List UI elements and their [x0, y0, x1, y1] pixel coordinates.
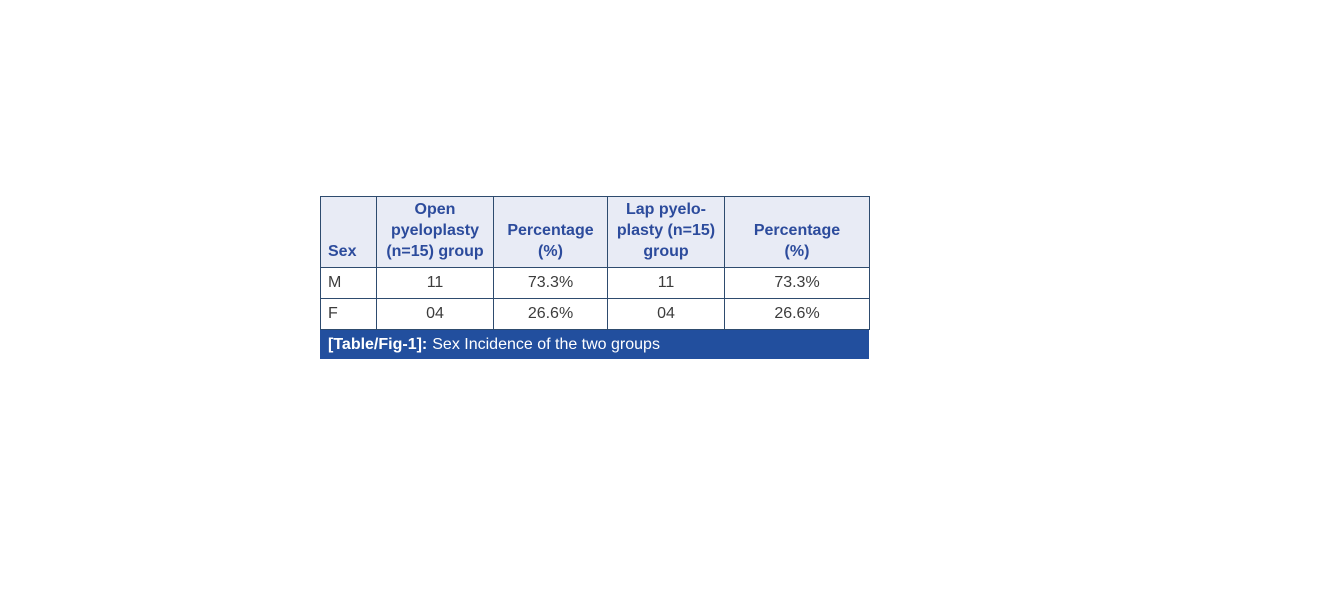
- table-caption-text: Sex Incidence of the two groups: [432, 335, 660, 353]
- cell-sex-male: M: [320, 267, 377, 299]
- cell-open-percentage-male: 73.3%: [493, 267, 608, 299]
- table-caption: [Table/Fig-1]: Sex Incidence of the two …: [320, 330, 869, 359]
- column-header-lap-pyeloplasty-group: Lap pyelo- plasty (n=15) group: [607, 196, 725, 268]
- table-figure: Sex Open pyeloplasty (n=15) group Percen…: [320, 196, 870, 359]
- cell-lap-count-male: 11: [607, 267, 725, 299]
- table-caption-label: [Table/Fig-1]:: [328, 335, 428, 353]
- column-header-sex: Sex: [320, 196, 377, 268]
- column-header-open-pyeloplasty-group: Open pyeloplasty (n=15) group: [376, 196, 494, 268]
- cell-lap-count-female: 04: [607, 298, 725, 330]
- column-header-percentage-open: Percentage (%): [493, 196, 608, 268]
- column-header-percentage-lap: Percentage (%): [724, 196, 870, 268]
- table-row-female: F 04 26.6% 04 26.6%: [320, 298, 870, 330]
- cell-open-count-male: 11: [376, 267, 494, 299]
- header-row: Sex Open pyeloplasty (n=15) group Percen…: [320, 196, 870, 268]
- cell-open-percentage-female: 26.6%: [493, 298, 608, 330]
- table-row-male: M 11 73.3% 11 73.3%: [320, 267, 870, 299]
- sex-incidence-table: Sex Open pyeloplasty (n=15) group Percen…: [320, 196, 870, 330]
- cell-sex-female: F: [320, 298, 377, 330]
- cell-open-count-female: 04: [376, 298, 494, 330]
- cell-lap-percentage-male: 73.3%: [724, 267, 870, 299]
- cell-lap-percentage-female: 26.6%: [724, 298, 870, 330]
